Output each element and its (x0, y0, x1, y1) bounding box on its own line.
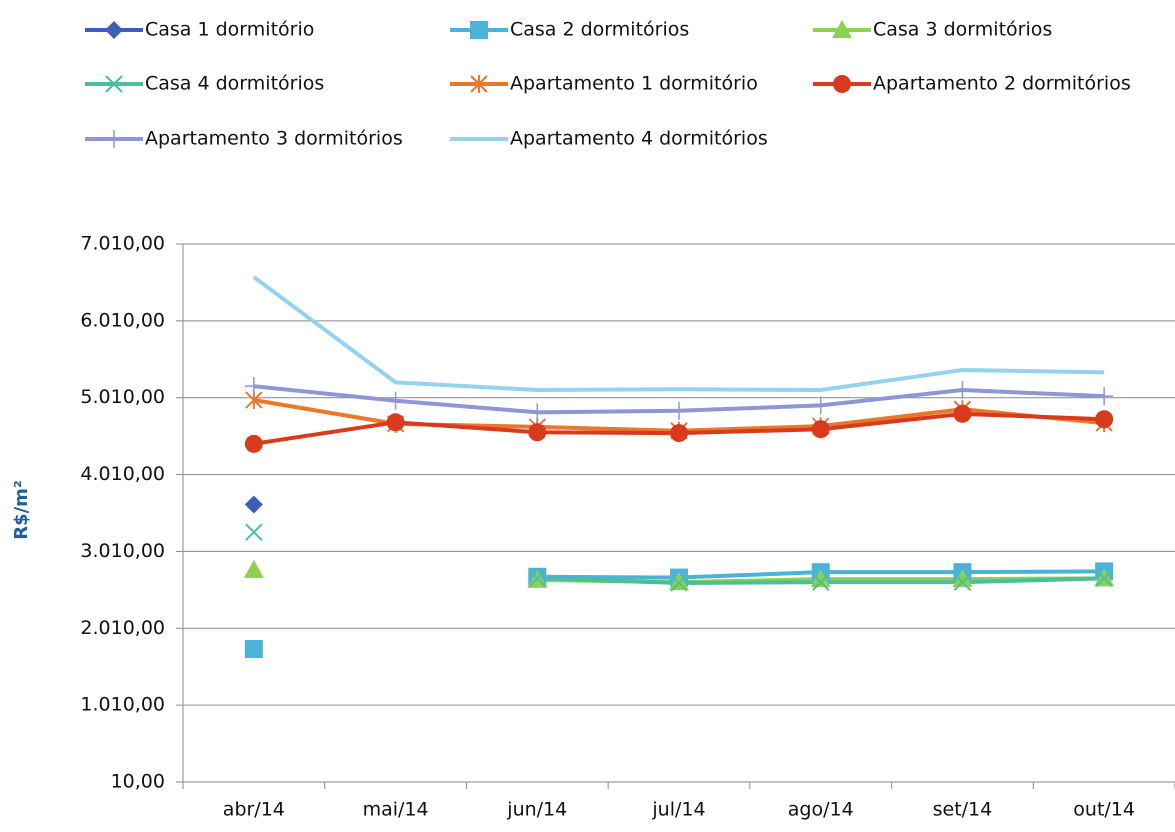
x-tick-label: ago/14 (788, 799, 854, 821)
legend-label: Casa 1 dormitório (145, 19, 314, 41)
data-point (953, 404, 972, 423)
data-point (811, 420, 830, 439)
legend-marker (470, 21, 488, 39)
x-tick-label: jun/14 (506, 799, 567, 821)
data-point (811, 396, 830, 415)
data-point (528, 569, 546, 588)
x-tick-label: out/14 (1073, 799, 1135, 821)
data-point (244, 495, 263, 514)
x-tick-label: abr/14 (223, 799, 285, 821)
data-point (669, 572, 689, 591)
legend-label: Casa 3 dormitórios (873, 19, 1052, 41)
y-axis-label: R$/m² (11, 480, 32, 540)
y-tick-label: 6.010,00 (80, 309, 165, 331)
data-point (1095, 410, 1114, 429)
legend-marker (105, 21, 123, 39)
x-tick-label: set/14 (933, 799, 993, 821)
data-point (670, 401, 688, 420)
data-point (812, 573, 830, 591)
data-point (953, 381, 972, 400)
series-line (252, 275, 1105, 393)
legend-label: Apartamento 1 dormitório (510, 73, 758, 95)
data-point (528, 403, 547, 422)
legend-label: Apartamento 2 dormitórios (873, 73, 1131, 95)
data-point (1095, 569, 1113, 588)
legend-marker (105, 75, 123, 93)
x-tick-label: jul/14 (651, 799, 705, 821)
data-point (244, 434, 263, 453)
data-point (386, 413, 405, 432)
x-tick-label: mai/14 (363, 799, 429, 821)
y-tick-label: 3.010,00 (80, 540, 165, 562)
y-tick-label: 1.010,00 (80, 694, 165, 716)
data-point (953, 573, 972, 591)
data-point (386, 391, 405, 410)
y-tick-label: 4.010,00 (80, 463, 165, 485)
legend-label: Apartamento 4 dormitórios (510, 128, 768, 150)
legend-marker (832, 20, 852, 38)
y-tick-label: 10,00 (111, 771, 165, 793)
legend-label: Casa 4 dormitórios (145, 73, 324, 95)
data-point (670, 574, 688, 592)
legend-marker (105, 130, 123, 148)
data-point (1095, 387, 1114, 406)
data-point (810, 569, 831, 588)
data-point (245, 523, 263, 541)
data-point (244, 377, 263, 396)
legend-label: Casa 2 dormitórios (510, 19, 689, 41)
data-point (528, 423, 547, 442)
y-tick-label: 5.010,00 (80, 386, 165, 408)
legend-marker (470, 75, 488, 93)
y-tick-label: 7.010,00 (80, 233, 165, 255)
y-tick-label: 2.010,00 (80, 617, 165, 639)
data-point (243, 559, 264, 578)
legend-label: Apartamento 3 dormitórios (145, 128, 403, 150)
data-point (952, 569, 973, 588)
data-point (670, 424, 688, 443)
legend-marker (833, 75, 851, 93)
data-point (244, 640, 263, 659)
